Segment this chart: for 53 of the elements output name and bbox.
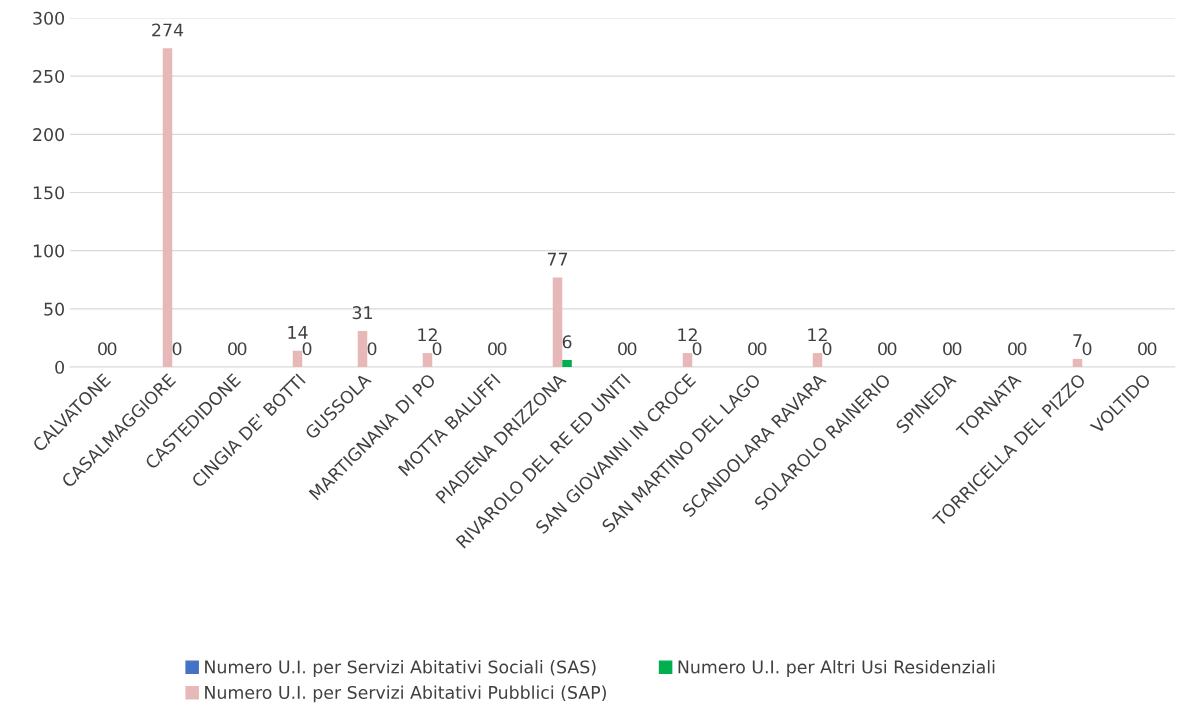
bar bbox=[292, 350, 303, 367]
bar bbox=[422, 353, 433, 367]
data-label: 0 bbox=[943, 342, 952, 356]
data-label: 0 bbox=[952, 342, 962, 356]
bar bbox=[812, 353, 823, 367]
data-label: 0 bbox=[1008, 342, 1017, 356]
data-label: 12 bbox=[418, 328, 437, 342]
data-label: 0 bbox=[887, 342, 897, 356]
y-tick-label: 200 bbox=[33, 128, 64, 142]
data-label: 0 bbox=[627, 342, 637, 356]
bar bbox=[682, 353, 693, 367]
legend-label: Numero U.I. per Altri Usi Residenziali bbox=[678, 660, 995, 677]
data-label: 12 bbox=[678, 328, 697, 342]
data-label: 12 bbox=[808, 328, 827, 342]
y-tick-label: 300 bbox=[33, 11, 64, 25]
data-label: 7 bbox=[1073, 334, 1082, 347]
data-label: 0 bbox=[618, 342, 627, 356]
data-label: 0 bbox=[822, 342, 832, 356]
data-label: 6 bbox=[562, 335, 572, 349]
y-tick-label: 0 bbox=[55, 360, 64, 374]
y-tick-label: 150 bbox=[33, 186, 64, 200]
data-label: 0 bbox=[1082, 342, 1092, 356]
legend-label: Numero U.I. per Servizi Abitativi Pubblici (SAP) bbox=[205, 685, 606, 703]
bar bbox=[1072, 358, 1083, 367]
data-label: 0 bbox=[497, 342, 507, 356]
y-tick-label: 50 bbox=[44, 302, 64, 316]
data-label: 0 bbox=[237, 342, 247, 356]
data-label: 0 bbox=[1147, 342, 1157, 356]
bar bbox=[562, 360, 572, 367]
bar bbox=[162, 48, 173, 367]
data-label: 0 bbox=[432, 342, 442, 356]
legend-label: Numero U.I. per Servizi Abitativi Sociali (SAS) bbox=[205, 660, 596, 677]
data-label: 0 bbox=[1138, 342, 1147, 356]
data-label: 0 bbox=[107, 342, 117, 356]
bar bbox=[357, 330, 368, 367]
y-tick-label: 250 bbox=[33, 69, 64, 84]
data-label: 0 bbox=[748, 342, 757, 356]
data-label: 0 bbox=[692, 342, 702, 356]
data-label: 0 bbox=[228, 342, 237, 356]
data-label: 0 bbox=[302, 342, 312, 356]
data-label: 0 bbox=[878, 342, 887, 356]
data-label: 31 bbox=[352, 306, 372, 320]
data-label: 77 bbox=[547, 252, 568, 266]
data-label: 0 bbox=[172, 342, 182, 356]
data-label: 0 bbox=[98, 342, 107, 356]
data-label: 0 bbox=[1017, 342, 1027, 356]
y-tick-label: 100 bbox=[33, 244, 64, 258]
data-label: 0 bbox=[488, 342, 497, 356]
data-label: 14 bbox=[288, 326, 308, 339]
data-label: 0 bbox=[367, 342, 377, 356]
bar bbox=[552, 277, 563, 367]
data-label: 274 bbox=[152, 23, 184, 37]
data-label: 0 bbox=[757, 342, 767, 356]
